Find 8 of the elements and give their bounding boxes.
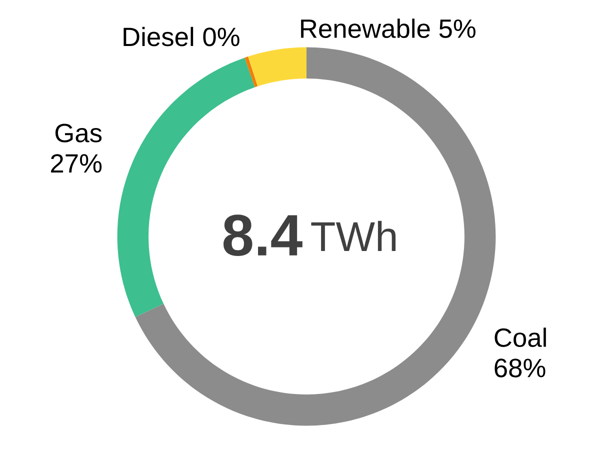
slice-label: Gas	[55, 124, 102, 142]
slice-label: Diesel 0%	[124, 26, 240, 46]
data-label: 68%	[494, 358, 546, 378]
text: 8.4	[223, 214, 302, 256]
data-label: 27%	[51, 154, 102, 173]
slice-label: Coal	[494, 328, 546, 348]
slice-label: Renewable 5%	[301, 18, 476, 38]
text: TWh	[311, 220, 396, 252]
